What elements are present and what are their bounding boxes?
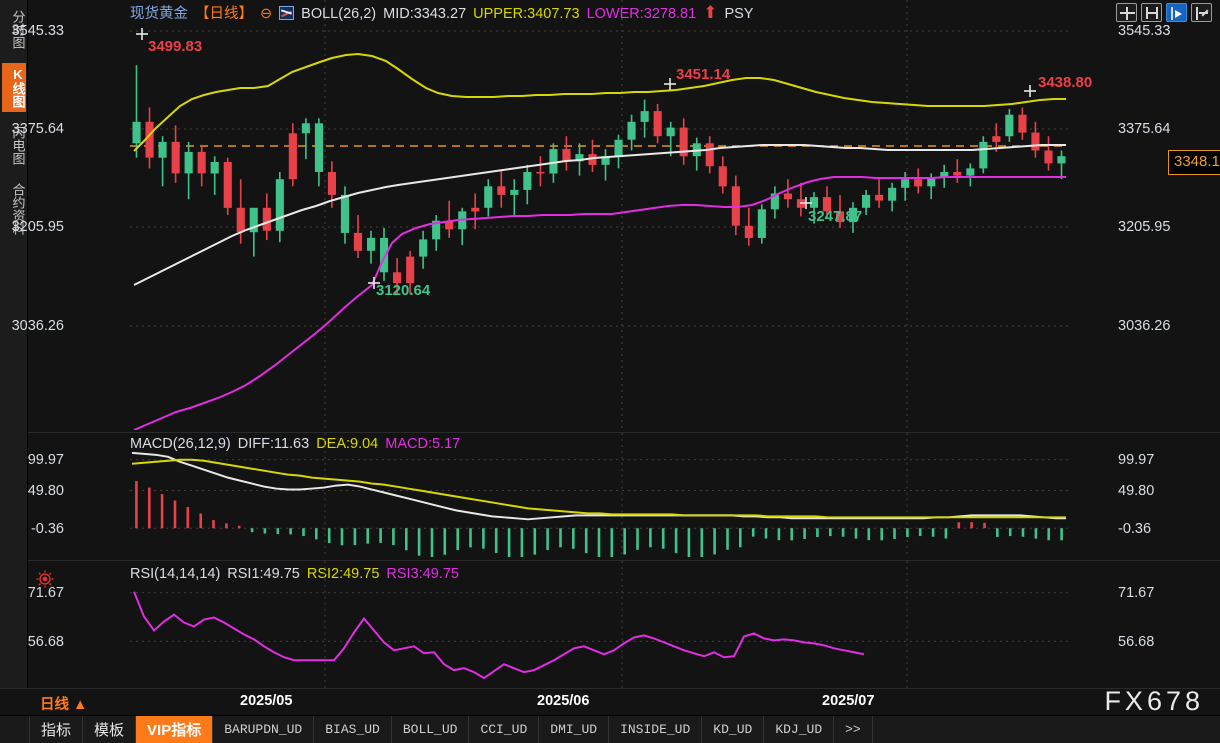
rsi-axis-label-right-1: 56.68 — [1118, 634, 1155, 650]
toolbar-item-inside[interactable]: INSIDE_UD — [609, 716, 703, 743]
sidebar-item-timeshare[interactable]: 分时图 — [10, 10, 26, 49]
macd-axis-label-left-0: 99.97 — [27, 452, 64, 468]
macd-axis-label-right-0: 99.97 — [1118, 452, 1155, 468]
annotation-high-1: 3499.83 — [148, 38, 203, 55]
up-arrow-icon: ⬆ — [703, 3, 718, 22]
period-toggle[interactable]: 日线 ▲ — [40, 697, 88, 713]
macd-axis-label-right-2: -0.36 — [1118, 521, 1152, 537]
annotation-low-2: 3120.64 — [376, 282, 431, 299]
price-axis-label-right-2: 3205.95 — [1118, 219, 1171, 235]
macd-axis-label-left-1: 49.80 — [27, 483, 64, 499]
annotation-low-1: 3247.87 — [808, 208, 863, 225]
toolbar-spacer — [0, 716, 30, 743]
price-axis-label-right-0: 3545.33 — [1118, 23, 1171, 39]
boll-name: BOLL(26,2) — [301, 6, 377, 22]
price-panel-header: 现货黄金 【日线】 ⊖ BOLL(26,2) MID:3343.27 UPPER:340… — [130, 3, 760, 22]
macd-plot[interactable] — [130, 433, 1068, 557]
price-plot[interactable] — [130, 0, 1068, 430]
rsi-panel: RSI(14,14,14) RSI1:49.75 RSI2:49.75 RSI3:49… — [28, 560, 1220, 688]
toolbar-item-template[interactable]: 模板 — [83, 716, 137, 743]
toolbar-item-cci[interactable]: CCI_UD — [469, 716, 540, 743]
macd-diff-value: DIFF:11.63 — [237, 436, 310, 452]
price-axis-label-right-1: 3375.64 — [1118, 121, 1171, 137]
price-panel: 现货黄金 【日线】 ⊖ BOLL(26,2) MID:3343.27 UPPER:340… — [12, 0, 1220, 430]
price-axis-label-left-2: 3205.95 — [11, 219, 64, 235]
indicator-toolbar: 指标 模板 VIP指标 BARUPDN_UD BIAS_UD BOLL_UD C… — [0, 715, 1220, 743]
toolbar-next-button[interactable]: >> — [834, 716, 873, 743]
annotation-high-2: 3451.14 — [676, 66, 731, 83]
rsi-axis-label-left-0: 71.67 — [27, 585, 64, 601]
alert-dot-icon[interactable] — [36, 570, 54, 588]
chart-tool-icons — [1116, 3, 1212, 22]
toolbar-item-dmi[interactable]: DMI_UD — [539, 716, 610, 743]
price-axis-label-left-0: 3545.33 — [11, 23, 64, 39]
price-axis-label-left-3: 3036.26 — [11, 318, 64, 334]
rsi2-value: RSI2:49.75 — [306, 566, 380, 582]
toolbar-item-boll[interactable]: BOLL_UD — [392, 716, 470, 743]
crosshair-icon[interactable] — [1116, 3, 1137, 22]
period-label: 【日线】 — [195, 6, 253, 22]
minus-circle-icon[interactable]: ⊖ — [260, 6, 273, 22]
rsi1-value: RSI1:49.75 — [227, 566, 300, 582]
macd-name: MACD(26,12,9) — [130, 436, 231, 452]
boll-lower-value: LOWER:3278.81 — [586, 6, 697, 22]
date-axis: 日线 ▲ 2025/05 2025/06 2025/07 FX678 — [0, 686, 1220, 716]
sidebar-item-kline[interactable]: K线图 — [1, 63, 26, 112]
toolbar-item-kdj[interactable]: KDJ_UD — [764, 716, 835, 743]
boll-mid-value: MID:3343.27 — [383, 6, 467, 22]
rsi3-value: RSI3:49.75 — [386, 566, 459, 582]
toolbar-item-vip[interactable]: VIP指标 — [136, 716, 214, 743]
price-axis-label-left-1: 3375.64 — [11, 121, 64, 137]
rsi-plot[interactable] — [130, 561, 1068, 688]
rsi-axis-label-right-0: 71.67 — [1118, 585, 1155, 601]
watermark-logo: FX678 — [1104, 686, 1204, 716]
measure-icon[interactable] — [1141, 3, 1162, 22]
macd-macd-value: MACD:5.17 — [385, 436, 461, 452]
date-tick-1: 2025/06 — [537, 693, 590, 709]
sidebar-item-lightning[interactable]: 闪电图 — [10, 126, 26, 165]
date-tick-0: 2025/05 — [240, 693, 293, 709]
macd-axis-label-right-1: 49.80 — [1118, 483, 1155, 499]
play-forward-icon[interactable] — [1166, 3, 1187, 22]
toolbar-item-bias[interactable]: BIAS_UD — [314, 716, 392, 743]
symbol-name: 现货黄金 — [130, 6, 188, 22]
macd-panel: MACD(26,12,9) DIFF:11.63 DEA:9.04 MACD:5.17… — [28, 432, 1220, 557]
boll-upper-value: UPPER:3407.73 — [473, 6, 580, 22]
annotation-high-3: 3438.80 — [1038, 74, 1093, 91]
toolbar-item-barupdn[interactable]: BARUPDN_UD — [213, 716, 315, 743]
macd-dea-value: DEA:9.04 — [316, 436, 379, 452]
chart-line-icon[interactable] — [279, 6, 295, 20]
psy-label: PSY — [724, 6, 754, 22]
toolbar-item-kd[interactable]: KD_UD — [702, 716, 765, 743]
rsi-name: RSI(14,14,14) — [130, 566, 221, 582]
expand-right-icon[interactable] — [1191, 3, 1212, 22]
rsi-panel-header: RSI(14,14,14) RSI1:49.75 RSI2:49.75 RSI3:49… — [130, 566, 466, 582]
date-tick-2: 2025/07 — [822, 693, 875, 709]
macd-axis-label-left-2: -0.36 — [30, 521, 64, 537]
rsi-axis-label-left-1: 56.68 — [27, 634, 64, 650]
sidebar-item-contract[interactable]: 合约资料 — [10, 183, 26, 235]
chart-canvas[interactable]: 现货黄金 【日线】 ⊖ BOLL(26,2) MID:3343.27 UPPER:340… — [12, 0, 1220, 715]
macd-panel-header: MACD(26,12,9) DIFF:11.63 DEA:9.04 MACD:5.17 — [130, 436, 467, 452]
current-price-tag[interactable]: 3348.14 — [1168, 150, 1220, 175]
toolbar-item-indicator[interactable]: 指标 — [30, 716, 84, 743]
price-axis-label-right-3: 3036.26 — [1118, 318, 1171, 334]
left-sidebar: 分时图 K线图 闪电图 合约资料 — [0, 0, 28, 715]
